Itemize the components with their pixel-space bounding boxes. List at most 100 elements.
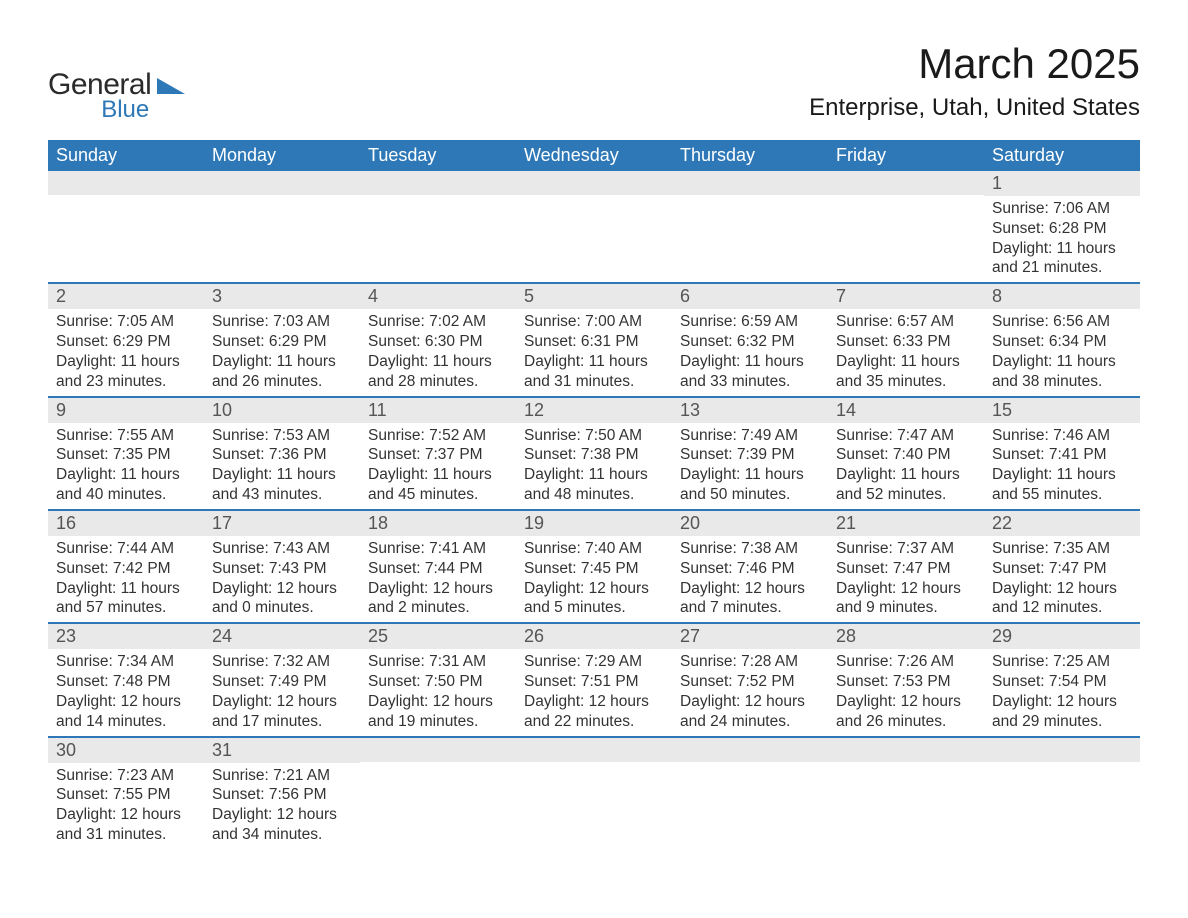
sunset-text: Sunset: 7:45 PM <box>524 559 664 579</box>
title-block: March 2025 Enterprise, Utah, United Stat… <box>809 40 1140 122</box>
calendar-cell: 15Sunrise: 7:46 AMSunset: 7:41 PMDayligh… <box>984 397 1140 510</box>
sunrise-text: Sunrise: 7:00 AM <box>524 312 664 332</box>
daylight-text: Daylight: 11 hours and 21 minutes. <box>992 239 1132 279</box>
day-number: 14 <box>828 398 984 423</box>
day-number <box>516 738 672 762</box>
calendar-cell: 12Sunrise: 7:50 AMSunset: 7:38 PMDayligh… <box>516 397 672 510</box>
daylight-text: Daylight: 12 hours and 24 minutes. <box>680 692 820 732</box>
calendar-cell-empty <box>360 171 516 283</box>
day-number: 15 <box>984 398 1140 423</box>
day-number: 19 <box>516 511 672 536</box>
day-number: 12 <box>516 398 672 423</box>
day-number <box>516 171 672 195</box>
calendar-cell-empty <box>204 171 360 283</box>
day-number: 27 <box>672 624 828 649</box>
daylight-text: Daylight: 11 hours and 23 minutes. <box>56 352 196 392</box>
day-details: Sunrise: 7:34 AMSunset: 7:48 PMDaylight:… <box>48 649 204 735</box>
calendar-cell-empty <box>672 737 828 849</box>
day-number: 21 <box>828 511 984 536</box>
sunrise-text: Sunrise: 7:05 AM <box>56 312 196 332</box>
sunset-text: Sunset: 7:39 PM <box>680 445 820 465</box>
day-details: Sunrise: 7:35 AMSunset: 7:47 PMDaylight:… <box>984 536 1140 622</box>
calendar-week: 9Sunrise: 7:55 AMSunset: 7:35 PMDaylight… <box>48 397 1140 510</box>
sunrise-text: Sunrise: 6:59 AM <box>680 312 820 332</box>
sunrise-text: Sunrise: 7:35 AM <box>992 539 1132 559</box>
sunrise-text: Sunrise: 7:21 AM <box>212 766 352 786</box>
sunrise-text: Sunrise: 7:32 AM <box>212 652 352 672</box>
day-number <box>204 171 360 195</box>
sunrise-text: Sunrise: 7:46 AM <box>992 426 1132 446</box>
calendar-week: 1Sunrise: 7:06 AMSunset: 6:28 PMDaylight… <box>48 171 1140 283</box>
day-details: Sunrise: 7:03 AMSunset: 6:29 PMDaylight:… <box>204 309 360 395</box>
day-details: Sunrise: 6:56 AMSunset: 6:34 PMDaylight:… <box>984 309 1140 395</box>
sunset-text: Sunset: 7:40 PM <box>836 445 976 465</box>
sunset-text: Sunset: 6:32 PM <box>680 332 820 352</box>
day-number: 16 <box>48 511 204 536</box>
sunset-text: Sunset: 6:30 PM <box>368 332 508 352</box>
day-details <box>360 762 516 842</box>
calendar-week: 2Sunrise: 7:05 AMSunset: 6:29 PMDaylight… <box>48 283 1140 396</box>
calendar-cell: 3Sunrise: 7:03 AMSunset: 6:29 PMDaylight… <box>204 283 360 396</box>
sunrise-text: Sunrise: 7:26 AM <box>836 652 976 672</box>
day-number: 28 <box>828 624 984 649</box>
day-details: Sunrise: 7:46 AMSunset: 7:41 PMDaylight:… <box>984 423 1140 509</box>
daylight-text: Daylight: 12 hours and 12 minutes. <box>992 579 1132 619</box>
weekday-header: Friday <box>828 140 984 171</box>
sunrise-text: Sunrise: 7:02 AM <box>368 312 508 332</box>
day-number: 20 <box>672 511 828 536</box>
daylight-text: Daylight: 12 hours and 29 minutes. <box>992 692 1132 732</box>
sunset-text: Sunset: 7:44 PM <box>368 559 508 579</box>
sunrise-text: Sunrise: 7:03 AM <box>212 312 352 332</box>
day-number: 7 <box>828 284 984 309</box>
sunset-text: Sunset: 6:29 PM <box>56 332 196 352</box>
sunset-text: Sunset: 7:48 PM <box>56 672 196 692</box>
daylight-text: Daylight: 12 hours and 2 minutes. <box>368 579 508 619</box>
brand-text: General Blue <box>48 70 151 122</box>
calendar-cell: 29Sunrise: 7:25 AMSunset: 7:54 PMDayligh… <box>984 623 1140 736</box>
sunrise-text: Sunrise: 7:50 AM <box>524 426 664 446</box>
daylight-text: Daylight: 11 hours and 26 minutes. <box>212 352 352 392</box>
day-number <box>360 171 516 195</box>
calendar-cell: 13Sunrise: 7:49 AMSunset: 7:39 PMDayligh… <box>672 397 828 510</box>
sunrise-text: Sunrise: 7:47 AM <box>836 426 976 446</box>
sunrise-text: Sunrise: 7:49 AM <box>680 426 820 446</box>
day-number: 1 <box>984 171 1140 196</box>
day-details: Sunrise: 6:57 AMSunset: 6:33 PMDaylight:… <box>828 309 984 395</box>
sunrise-text: Sunrise: 7:55 AM <box>56 426 196 446</box>
calendar-cell: 19Sunrise: 7:40 AMSunset: 7:45 PMDayligh… <box>516 510 672 623</box>
daylight-text: Daylight: 12 hours and 0 minutes. <box>212 579 352 619</box>
sunset-text: Sunset: 6:28 PM <box>992 219 1132 239</box>
sunset-text: Sunset: 7:41 PM <box>992 445 1132 465</box>
daylight-text: Daylight: 12 hours and 22 minutes. <box>524 692 664 732</box>
sunset-text: Sunset: 7:54 PM <box>992 672 1132 692</box>
day-number: 6 <box>672 284 828 309</box>
weekday-header: Monday <box>204 140 360 171</box>
day-number: 5 <box>516 284 672 309</box>
calendar-cell-empty <box>672 171 828 283</box>
daylight-text: Daylight: 12 hours and 19 minutes. <box>368 692 508 732</box>
day-details: Sunrise: 7:40 AMSunset: 7:45 PMDaylight:… <box>516 536 672 622</box>
daylight-text: Daylight: 11 hours and 40 minutes. <box>56 465 196 505</box>
calendar-week: 16Sunrise: 7:44 AMSunset: 7:42 PMDayligh… <box>48 510 1140 623</box>
day-number: 10 <box>204 398 360 423</box>
calendar-cell: 7Sunrise: 6:57 AMSunset: 6:33 PMDaylight… <box>828 283 984 396</box>
calendar-cell-empty <box>360 737 516 849</box>
calendar-cell: 17Sunrise: 7:43 AMSunset: 7:43 PMDayligh… <box>204 510 360 623</box>
calendar-cell-empty <box>516 737 672 849</box>
day-details <box>204 195 360 275</box>
day-details: Sunrise: 6:59 AMSunset: 6:32 PMDaylight:… <box>672 309 828 395</box>
calendar-cell-empty <box>984 737 1140 849</box>
daylight-text: Daylight: 12 hours and 26 minutes. <box>836 692 976 732</box>
calendar-cell: 28Sunrise: 7:26 AMSunset: 7:53 PMDayligh… <box>828 623 984 736</box>
calendar-cell: 26Sunrise: 7:29 AMSunset: 7:51 PMDayligh… <box>516 623 672 736</box>
day-number: 17 <box>204 511 360 536</box>
daylight-text: Daylight: 12 hours and 34 minutes. <box>212 805 352 845</box>
calendar-body: 1Sunrise: 7:06 AMSunset: 6:28 PMDaylight… <box>48 171 1140 849</box>
day-details <box>516 195 672 275</box>
calendar-cell: 9Sunrise: 7:55 AMSunset: 7:35 PMDaylight… <box>48 397 204 510</box>
calendar-cell: 11Sunrise: 7:52 AMSunset: 7:37 PMDayligh… <box>360 397 516 510</box>
daylight-text: Daylight: 12 hours and 17 minutes. <box>212 692 352 732</box>
brand-logo: General Blue <box>48 40 185 122</box>
calendar-cell: 5Sunrise: 7:00 AMSunset: 6:31 PMDaylight… <box>516 283 672 396</box>
sunrise-text: Sunrise: 7:34 AM <box>56 652 196 672</box>
